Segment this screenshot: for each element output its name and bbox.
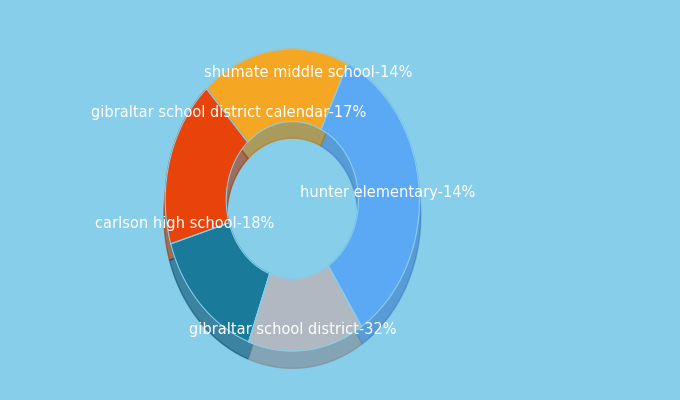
Polygon shape [321,64,420,326]
Polygon shape [169,238,270,359]
Polygon shape [248,281,362,368]
Text: gibraltar school district calendar-17%: gibraltar school district calendar-17% [91,105,367,120]
Text: hunter elementary-14%: hunter elementary-14% [300,184,475,200]
Polygon shape [164,104,248,260]
Text: gibraltar school district-32%: gibraltar school district-32% [188,322,396,336]
Text: carlson high school-18%: carlson high school-18% [95,216,275,231]
Polygon shape [249,266,362,351]
Polygon shape [165,89,248,244]
Polygon shape [207,49,347,142]
Polygon shape [205,64,348,158]
Text: shumate middle school-14%: shumate middle school-14% [204,65,412,80]
Polygon shape [171,223,270,342]
Polygon shape [321,78,421,344]
